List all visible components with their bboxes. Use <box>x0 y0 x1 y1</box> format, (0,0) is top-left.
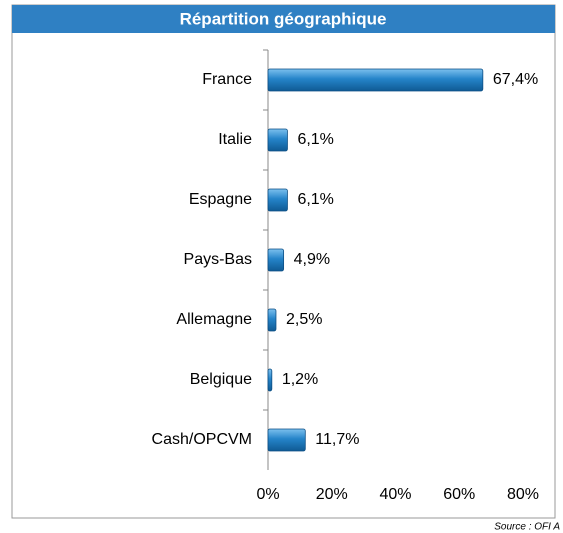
x-tick-label: 40% <box>379 486 411 503</box>
y-tick-label: Allemagne <box>176 311 252 328</box>
data-label: 6,1% <box>297 131 333 148</box>
bar <box>267 188 288 212</box>
data-label: 11,7% <box>315 431 359 448</box>
bar <box>267 128 288 152</box>
x-tick-label: 60% <box>443 486 475 503</box>
x-tick-label: 20% <box>316 486 348 503</box>
bar <box>267 248 285 272</box>
data-label: 67,4% <box>493 71 538 88</box>
y-tick-label: Italie <box>218 131 252 148</box>
data-label: 2,5% <box>286 311 322 328</box>
y-tick-label: Cash/OPCVM <box>152 431 252 448</box>
x-tick-label: 80% <box>507 486 539 503</box>
chart-title: Répartition géographique <box>180 9 387 28</box>
data-label: 4,9% <box>294 251 330 268</box>
bar <box>267 68 484 92</box>
y-tick-label: Belgique <box>190 371 252 388</box>
y-tick-label: France <box>202 71 252 88</box>
y-tick-label: Pays-Bas <box>184 251 252 268</box>
data-label: 1,2% <box>282 371 318 388</box>
bar <box>267 428 306 452</box>
x-tick-label: 0% <box>256 486 279 503</box>
bar <box>267 368 273 392</box>
title-banner <box>12 5 555 33</box>
source: Source : OFI A <box>494 522 560 533</box>
y-tick-label: Espagne <box>189 191 252 208</box>
data-label: 6,1% <box>297 191 333 208</box>
bar <box>267 308 277 332</box>
